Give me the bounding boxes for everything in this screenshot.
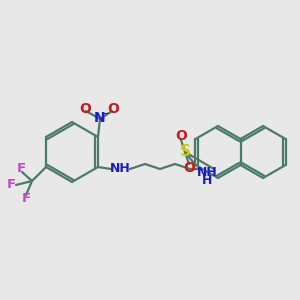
Text: NH: NH	[196, 166, 218, 178]
Text: −: −	[101, 109, 109, 118]
Text: S: S	[179, 143, 191, 158]
Text: NH: NH	[110, 161, 130, 175]
Text: O: O	[175, 129, 187, 143]
Text: F: F	[7, 178, 16, 191]
Text: N: N	[94, 111, 106, 125]
Text: F: F	[16, 163, 26, 176]
Text: O: O	[183, 161, 195, 175]
Text: F: F	[22, 193, 31, 206]
Text: O: O	[107, 102, 119, 116]
Text: H: H	[202, 173, 212, 187]
Text: O: O	[79, 102, 91, 116]
